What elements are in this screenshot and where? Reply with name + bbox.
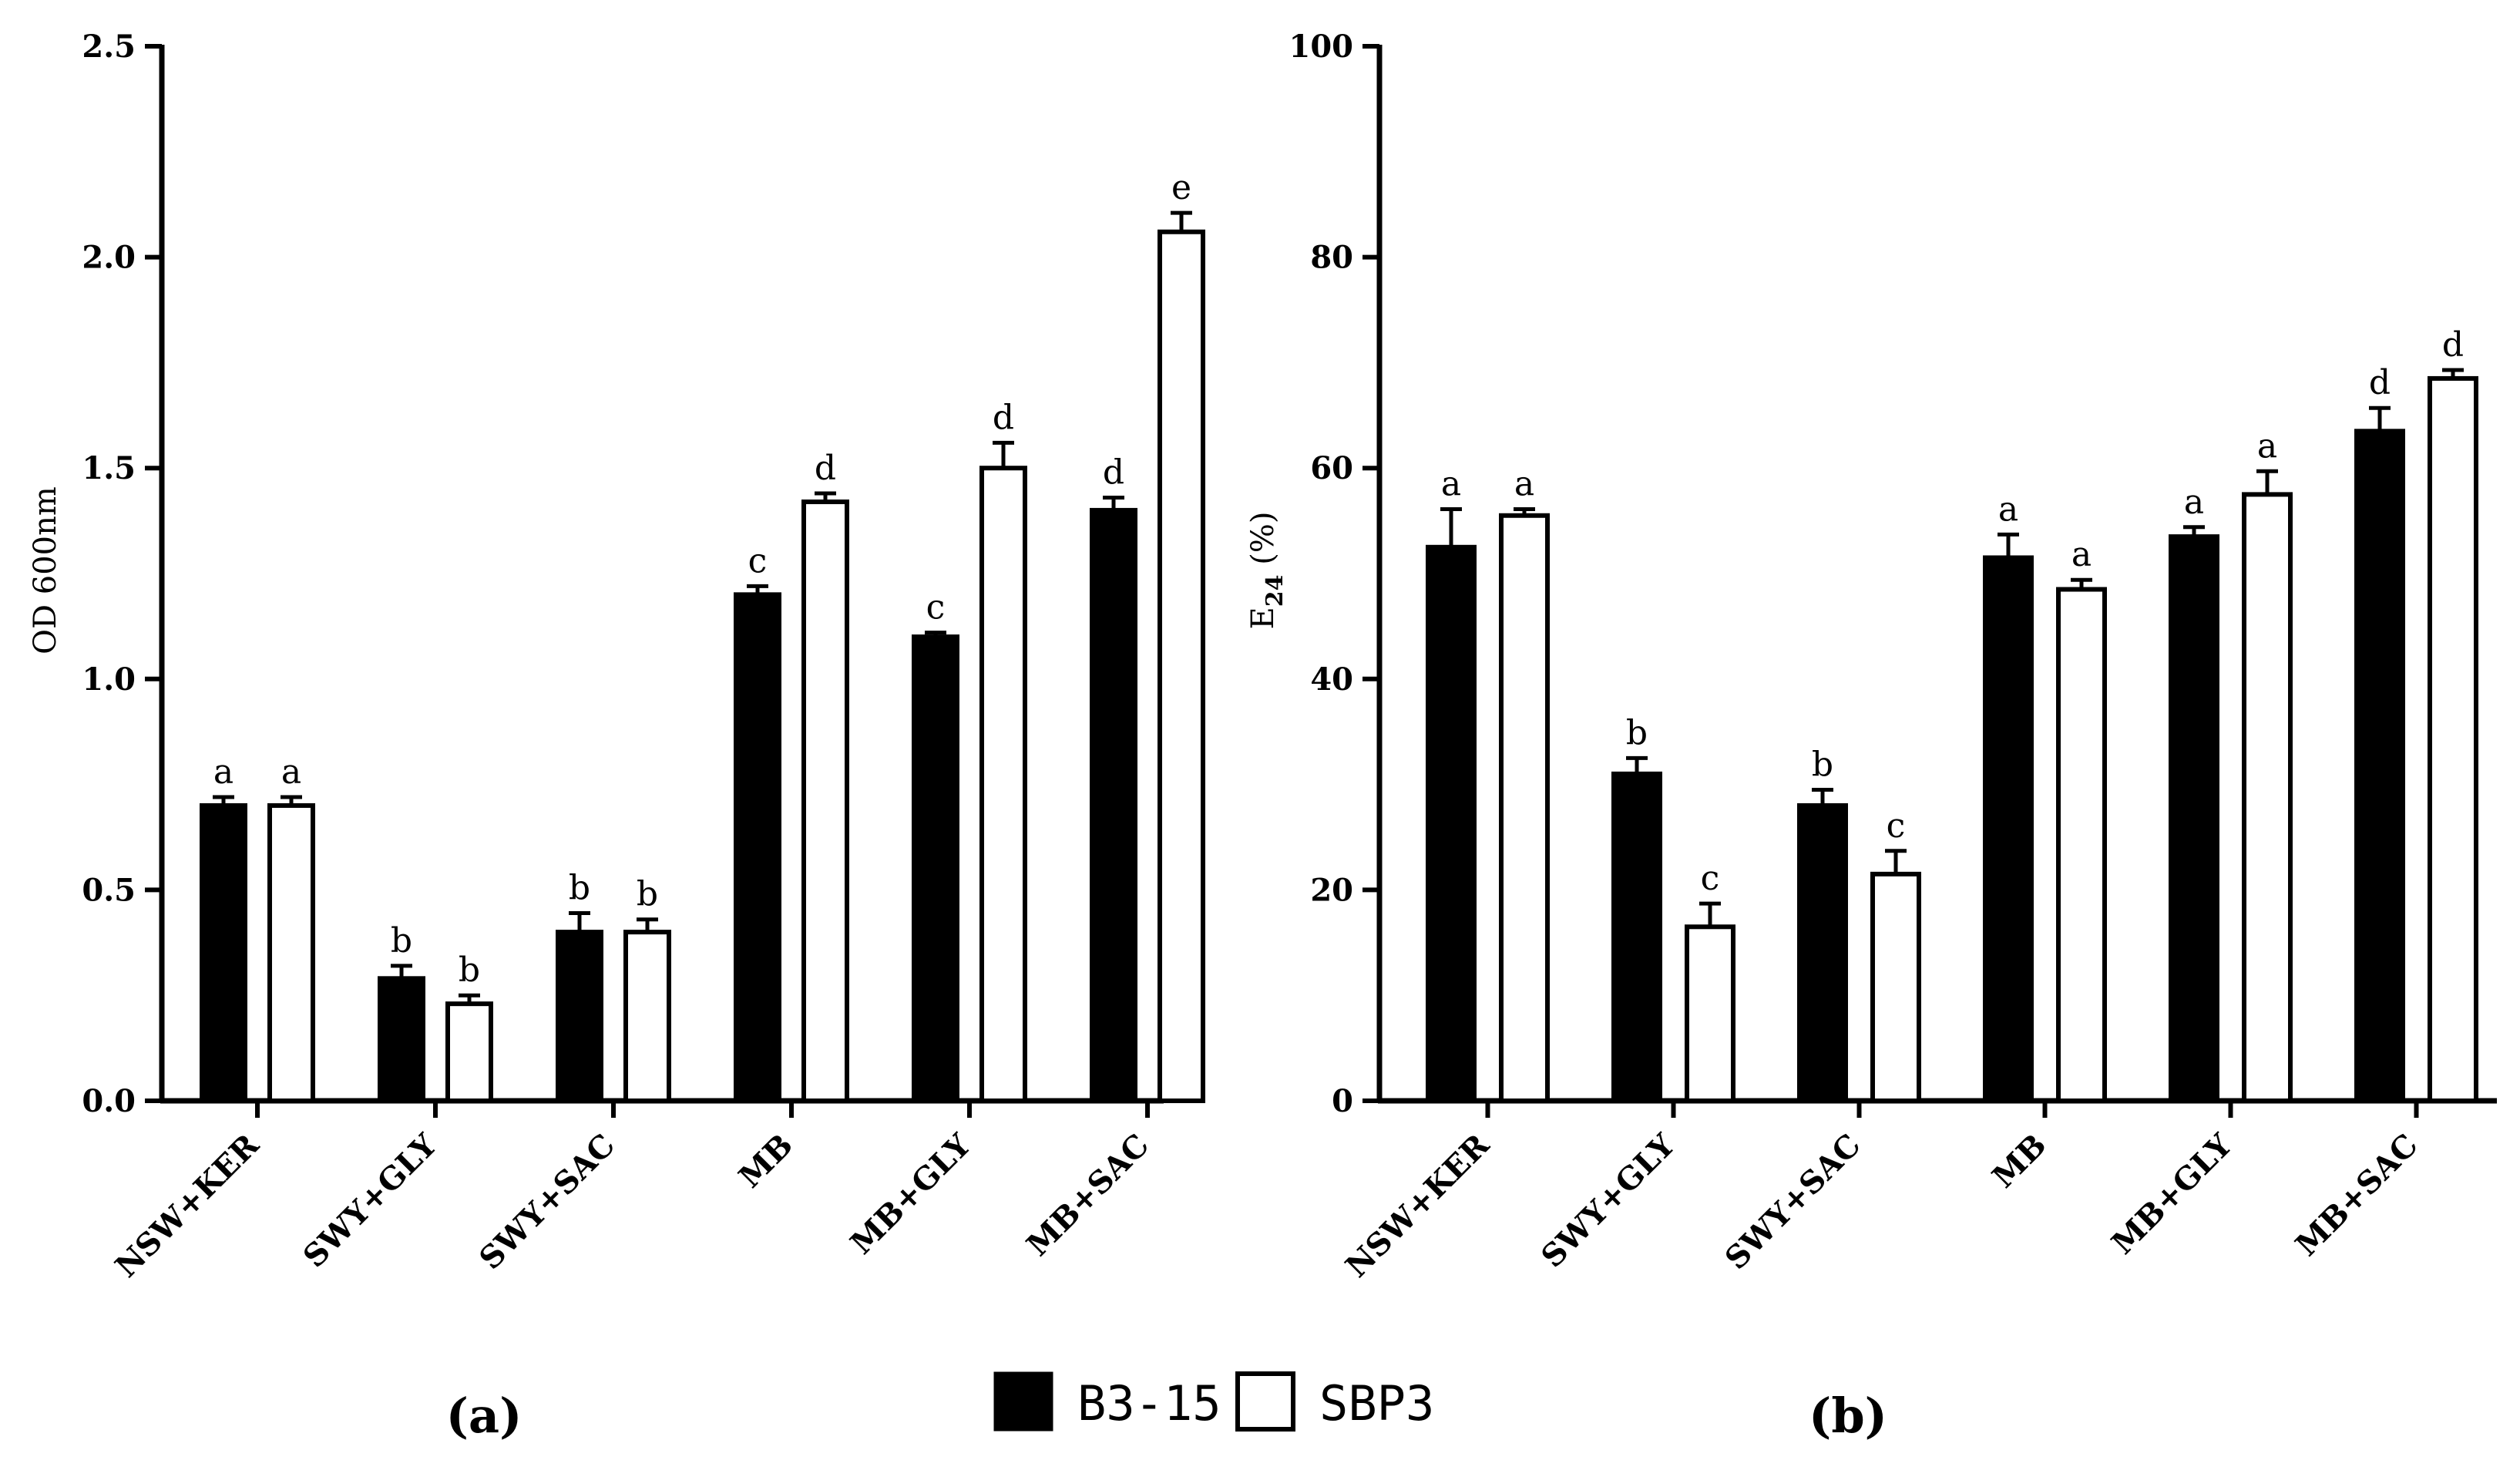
panel-b-chart: 0 20 40 60 80 100 a a NSW+KER b c SWY+GLY b c SWY+SAC a… xyxy=(1289,29,2497,1284)
panel-a-significance-label: b xyxy=(459,950,480,990)
panel-b-category-label: MB+SAC xyxy=(2289,1127,2425,1263)
legend-swatch-sbp3 xyxy=(1235,1371,1295,1432)
panel-a-y-axis-title: OD 600nm xyxy=(28,486,63,654)
panel-b-bar xyxy=(2169,534,2219,1103)
panel-a-significance-label: b xyxy=(637,875,658,914)
panel-b-y-tick-label: 80 xyxy=(1310,240,1353,276)
panel-a-bar xyxy=(623,930,671,1103)
legend-swatch-b3-15 xyxy=(993,1371,1053,1432)
panel-b-bar xyxy=(1870,871,1921,1103)
panel-a-bar xyxy=(556,930,603,1103)
panel-a-bar xyxy=(801,499,849,1103)
panel-a-bar xyxy=(1158,229,1205,1104)
panel-a-y-tick-label: 1.0 xyxy=(82,661,136,698)
panel-a-bar xyxy=(912,634,959,1103)
panel-b-significance-label: a xyxy=(1998,490,2018,529)
panel-a-significance-label: d xyxy=(1103,453,1124,493)
panel-a-significance-label: b xyxy=(569,868,590,907)
panel-b-significance-label: a xyxy=(1441,465,1461,504)
panel-a-significance-label: b xyxy=(391,921,412,961)
panel-b-significance-label: a xyxy=(2257,426,2277,466)
panel-b-significance-label: c xyxy=(1887,806,1906,846)
panel-b-significance-label: a xyxy=(2071,535,2092,574)
panel-a-bar xyxy=(200,802,247,1103)
panel-a-significance-label: c xyxy=(748,541,768,580)
panel-b-category-label: SWY+SAC xyxy=(1718,1127,1867,1277)
panel-a-category-label: MB+SAC xyxy=(1020,1127,1156,1263)
panel-a-y-tick-label: 2.5 xyxy=(82,29,136,65)
panel-a-category-label: MB+GLY xyxy=(843,1127,978,1262)
panel-a-category-label: MB xyxy=(732,1127,800,1195)
panel-a-chart: 0.0 0.5 1.0 1.5 2.0 2.5 a a NSW+KER b b SWY+GLY b b SW… xyxy=(82,29,1205,1284)
panel-a-significance-label: a xyxy=(281,752,301,792)
panel-b-bar xyxy=(1611,771,1662,1103)
panel-a-category-label: NSW+KER xyxy=(108,1126,266,1284)
panel-b-significance-label: b xyxy=(1812,745,1833,784)
panel-b-y-axis-title: E24 (%) xyxy=(1245,512,1289,630)
panel-a-significance-label: a xyxy=(213,752,234,792)
panel-b-significance-label: d xyxy=(2442,325,2464,365)
panel-a-significance-label: d xyxy=(815,449,836,488)
panel-b-y-tick-label: 20 xyxy=(1310,872,1353,908)
panel-b-label: (b) xyxy=(1809,1388,1887,1444)
panel-a-label: (a) xyxy=(446,1388,522,1444)
panel-b-bar xyxy=(1983,555,2034,1103)
panel-b-bar xyxy=(2354,429,2405,1103)
panel-a-y-tick-label: 2.0 xyxy=(82,240,136,276)
panel-b-significance-label: a xyxy=(1514,465,1534,504)
legend-label-sbp3: SBP3 xyxy=(1319,1375,1434,1432)
panel-b-bar xyxy=(1797,802,1848,1103)
panel-a-significance-label: e xyxy=(1171,168,1191,207)
panel-b-y-tick-label: 100 xyxy=(1289,29,1354,65)
panel-a-category-label: SWY+SAC xyxy=(472,1127,622,1277)
panel-b-category-label: NSW+KER xyxy=(1339,1126,1497,1284)
legend: B3-15 SBP3 xyxy=(993,1371,1434,1432)
panel-b-bar xyxy=(2242,492,2293,1103)
panel-b-bar xyxy=(1685,924,1735,1104)
panel-b-y-tick-label: 60 xyxy=(1310,450,1353,486)
panel-b-y-tick-label: 40 xyxy=(1310,661,1353,698)
panel-a-y-tick-label: 0.0 xyxy=(82,1083,136,1119)
legend-label-b3-15: B3-15 xyxy=(1077,1375,1221,1432)
panel-a-bar xyxy=(734,592,781,1103)
panel-b-category-label: SWY+GLY xyxy=(1534,1127,1682,1275)
panel-a-y-tick-label: 0.5 xyxy=(82,872,136,908)
panel-a-bar xyxy=(1090,507,1137,1103)
panel-b-significance-label: c xyxy=(1701,859,1720,898)
panel-a-category-label: SWY+GLY xyxy=(296,1127,444,1275)
panel-b-y-tick-label: 0 xyxy=(1332,1083,1353,1119)
panel-b-bar xyxy=(1426,544,1477,1103)
panel-b-significance-label: b xyxy=(1626,713,1648,752)
panel-a-bar xyxy=(267,802,315,1103)
panel-a-y-tick-label: 1.5 xyxy=(82,450,136,486)
panel-b-category-label: MB xyxy=(1985,1127,2053,1195)
panel-a-significance-label: d xyxy=(993,398,1014,437)
panel-b-significance-label: d xyxy=(2369,363,2391,402)
panel-b-significance-label: a xyxy=(2184,483,2204,522)
panel-b-bar xyxy=(2056,587,2107,1103)
panel-a-bar xyxy=(979,466,1027,1103)
panel-a-bar xyxy=(378,976,425,1104)
panel-a-significance-label: c xyxy=(926,588,946,627)
panel-b-bar xyxy=(1499,513,1550,1103)
panel-b-category-label: MB+GLY xyxy=(2105,1127,2239,1262)
panel-a-bar xyxy=(445,1001,493,1104)
panel-b-bar xyxy=(2428,375,2478,1104)
